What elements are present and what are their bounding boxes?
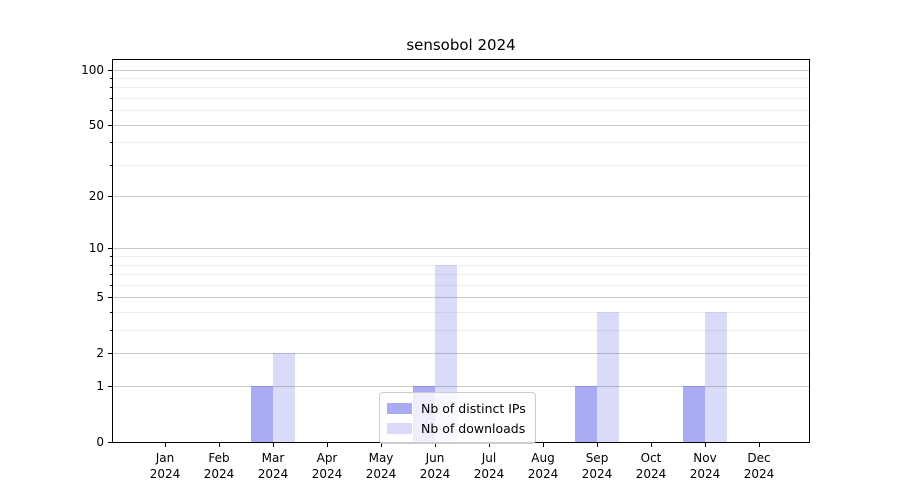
x-tick-mark <box>759 443 760 447</box>
x-tick-mark <box>165 443 166 447</box>
gridline-10 <box>113 248 809 250</box>
bar-distinct-ips <box>251 386 273 442</box>
x-tick-mark <box>543 443 544 447</box>
bars-layer <box>113 60 809 442</box>
legend-entry-distinct-ips: Nb of distinct IPs <box>387 398 526 418</box>
y-tick-mark <box>108 297 112 299</box>
gridline-90 <box>113 77 809 79</box>
gridline-30 <box>113 164 809 166</box>
gridline-50 <box>113 124 809 126</box>
legend-label-distinct-ips: Nb of distinct IPs <box>421 400 526 416</box>
x-tick-label-feb: Feb 2024 <box>203 451 235 481</box>
y-tick-label: 20 <box>88 189 104 204</box>
gridline-6 <box>113 284 809 286</box>
y-tick-mark <box>108 353 112 355</box>
y-tick-label: 5 <box>96 290 104 305</box>
x-tick-mark <box>219 443 220 447</box>
gridline-80 <box>113 87 809 89</box>
y-minor-tick-mark <box>110 330 112 332</box>
x-tick-label-mar: Mar 2024 <box>257 451 289 481</box>
y-minor-tick-mark <box>110 164 112 166</box>
y-tick-mark <box>108 124 112 126</box>
gridline-2 <box>113 353 809 355</box>
y-tick-mark <box>108 386 112 388</box>
y-minor-tick-mark <box>110 87 112 89</box>
y-tick-mark <box>108 248 112 250</box>
x-tick-label-dec: Dec 2024 <box>743 451 775 481</box>
legend-label-downloads: Nb of downloads <box>421 420 526 436</box>
plot-area: Nb of distinct IPs Nb of downloads <box>112 59 810 444</box>
y-tick-label: 100 <box>81 62 104 77</box>
gridline-70 <box>113 98 809 99</box>
y-minor-tick-mark <box>110 110 112 112</box>
chart-title: sensobol 2024 <box>406 36 516 54</box>
x-tick-mark <box>327 443 328 447</box>
y-tick-label: 10 <box>88 241 104 256</box>
y-tick-label: 2 <box>96 346 104 361</box>
x-tick-label-may: May 2024 <box>365 451 397 481</box>
x-tick-mark <box>651 443 652 447</box>
x-tick-label-jan: Jan 2024 <box>149 451 181 481</box>
bar-distinct-ips <box>575 386 597 442</box>
gridline-9 <box>113 256 809 258</box>
gridline-20 <box>113 196 809 198</box>
x-tick-mark <box>489 443 490 447</box>
y-tick-label: 50 <box>88 117 104 132</box>
x-tick-mark <box>273 443 274 447</box>
x-tick-label-nov: Nov 2024 <box>689 451 721 481</box>
x-tick-label-jul: Jul 2024 <box>473 451 505 481</box>
y-tick-label: 1 <box>96 379 104 394</box>
x-tick-label-jun: Jun 2024 <box>419 451 451 481</box>
x-tick-label-oct: Oct 2024 <box>635 451 667 481</box>
legend: Nb of distinct IPs Nb of downloads <box>379 392 536 444</box>
x-tick-label-aug: Aug 2024 <box>527 451 559 481</box>
gridline-4 <box>113 312 809 314</box>
gridline-1 <box>113 386 809 388</box>
legend-swatch-downloads <box>387 422 412 434</box>
bar-downloads <box>597 312 619 442</box>
y-tick-mark <box>108 69 112 71</box>
gridline-5 <box>113 297 809 299</box>
y-tick-mark <box>108 196 112 198</box>
y-minor-tick-mark <box>110 312 112 314</box>
y-tick-label: 0 <box>96 435 104 449</box>
y-minor-tick-mark <box>110 98 112 99</box>
x-tick-mark <box>435 443 436 447</box>
y-minor-tick-mark <box>110 274 112 276</box>
y-minor-tick-mark <box>110 142 112 144</box>
gridline-3 <box>113 330 809 332</box>
gridline-8 <box>113 264 809 266</box>
x-tick-mark <box>381 443 382 447</box>
bar-downloads <box>273 353 295 442</box>
bar-distinct-ips <box>683 386 705 442</box>
x-tick-label-apr: Apr 2024 <box>311 451 343 481</box>
y-tick-mark <box>108 442 112 443</box>
x-tick-label-sep: Sep 2024 <box>581 451 613 481</box>
bar-downloads <box>705 312 727 442</box>
y-minor-tick-mark <box>110 264 112 266</box>
legend-swatch-distinct-ips <box>387 402 412 414</box>
legend-entry-downloads: Nb of downloads <box>387 418 526 438</box>
gridline-40 <box>113 142 809 144</box>
y-minor-tick-mark <box>110 256 112 258</box>
x-tick-mark <box>597 443 598 447</box>
gridline-100 <box>113 69 809 71</box>
gridline-60 <box>113 110 809 112</box>
y-minor-tick-mark <box>110 77 112 79</box>
gridline-7 <box>113 274 809 276</box>
gridlines-layer <box>113 60 809 442</box>
x-tick-mark <box>705 443 706 447</box>
y-minor-tick-mark <box>110 284 112 286</box>
